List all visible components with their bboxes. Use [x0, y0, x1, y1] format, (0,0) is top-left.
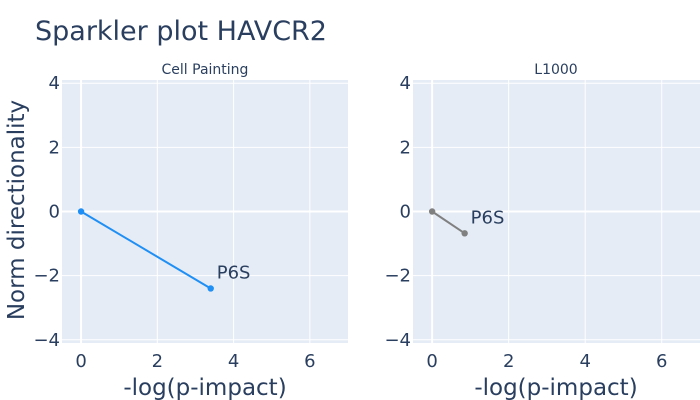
x-tick-label: 4	[228, 351, 239, 372]
y-tick-label: −4	[384, 330, 411, 351]
x-axis-label: -log(p-impact)	[474, 375, 637, 400]
subplot-title: Cell Painting	[162, 62, 249, 78]
x-tick-label: 0	[426, 351, 437, 372]
x-tick-label: 2	[503, 351, 514, 372]
data-point	[461, 230, 468, 237]
y-tick-label: 4	[400, 73, 411, 94]
point-label: P6S	[217, 262, 251, 283]
y-tick-label: 0	[49, 202, 60, 223]
subplot-title: L1000	[534, 62, 577, 78]
plot-area	[413, 80, 700, 343]
x-axis-label: -log(p-impact)	[123, 375, 286, 400]
data-point	[77, 208, 85, 215]
subplot-l1000: L1000 -log(p-impact) 0 2 4 6 4 2 0 −2 −4 P6S	[384, 62, 700, 400]
x-tick-label: 6	[304, 351, 315, 372]
y-tick-label: −2	[33, 266, 60, 287]
data-point	[207, 285, 214, 292]
x-tick-label: 2	[152, 351, 163, 372]
y-tick-label: 2	[400, 137, 411, 158]
x-tick-label: 0	[75, 351, 86, 372]
chart-title: Sparkler plot HAVCR2	[35, 16, 327, 47]
data-point	[428, 208, 436, 215]
y-axis-label: Norm directionality	[4, 100, 30, 320]
y-tick-label: 0	[400, 202, 411, 223]
series-line	[431, 210, 466, 235]
x-tick-label: 4	[579, 351, 590, 372]
x-tick-label: 6	[656, 351, 667, 372]
y-tick-label: −2	[384, 266, 411, 287]
plot-area	[62, 80, 348, 343]
y-tick-label: 4	[49, 73, 60, 94]
subplot-cell-painting: Cell Painting -log(p-impact) 0 2 4 6 4 2 0 −2 −4…	[33, 62, 348, 400]
y-tick-label: −4	[33, 330, 60, 351]
series-line	[80, 210, 212, 290]
y-tick-label: 2	[49, 137, 60, 158]
point-label: P6S	[471, 207, 505, 228]
